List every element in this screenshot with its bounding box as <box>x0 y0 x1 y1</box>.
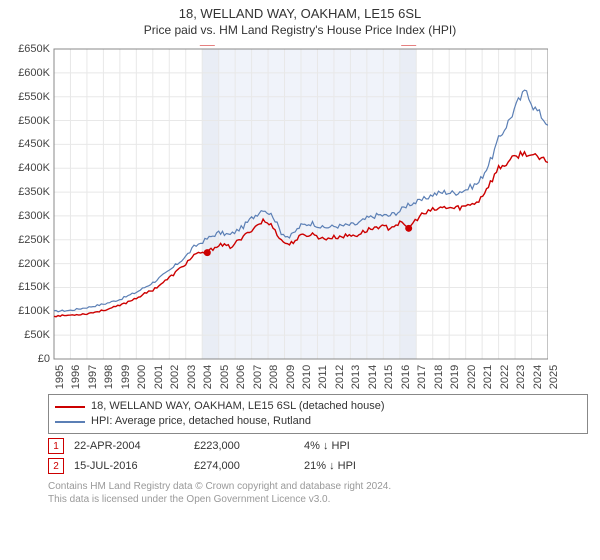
chart-svg: 12 <box>8 45 548 385</box>
x-tick-label: 2025 <box>548 365 560 389</box>
x-tick-label: 2000 <box>136 365 148 389</box>
sale-marker-icon: 2 <box>48 458 64 474</box>
x-tick-label: 1996 <box>70 365 82 389</box>
x-tick-label: 2011 <box>317 365 329 389</box>
x-tick-label: 2010 <box>301 365 313 389</box>
y-tick-label: £350K <box>8 186 50 198</box>
y-tick-label: £150K <box>8 281 50 293</box>
legend-swatch <box>55 421 85 423</box>
page-title: 18, WELLAND WAY, OAKHAM, LE15 6SL <box>0 0 600 21</box>
page-subtitle: Price paid vs. HM Land Registry's House … <box>0 23 600 37</box>
x-tick-label: 2003 <box>186 365 198 389</box>
y-tick-label: £50K <box>8 329 50 341</box>
sale-price: £223,000 <box>194 440 304 452</box>
x-tick-label: 2006 <box>235 365 247 389</box>
x-tick-label: 2022 <box>499 365 511 389</box>
sale-date: 15-JUL-2016 <box>74 460 194 472</box>
x-tick-label: 1999 <box>120 365 132 389</box>
legend-item-price-paid: 18, WELLAND WAY, OAKHAM, LE15 6SL (detac… <box>55 399 581 414</box>
footnote: Contains HM Land Registry data © Crown c… <box>48 480 588 506</box>
y-tick-label: £550K <box>8 91 50 103</box>
y-tick-label: £100K <box>8 305 50 317</box>
y-tick-label: £400K <box>8 162 50 174</box>
x-tick-label: 2015 <box>383 365 395 389</box>
sale-marker-icon: 1 <box>48 438 64 454</box>
y-tick-label: £200K <box>8 258 50 270</box>
price-chart: 12 £0 £50K £100K £150K £200K £250K £300K £350K £… <box>8 45 592 390</box>
sale-date: 22-APR-2004 <box>74 440 194 452</box>
x-tick-label: 2019 <box>449 365 461 389</box>
legend-label: 18, WELLAND WAY, OAKHAM, LE15 6SL (detac… <box>91 399 384 414</box>
y-tick-label: £300K <box>8 210 50 222</box>
legend-item-hpi: HPI: Average price, detached house, Rutl… <box>55 414 581 429</box>
x-tick-label: 2021 <box>482 365 494 389</box>
x-tick-label: 2001 <box>153 365 165 389</box>
x-tick-label: 2014 <box>367 365 379 389</box>
x-tick-label: 2016 <box>400 365 412 389</box>
sale-row: 2 15-JUL-2016£274,00021% ↓ HPI <box>48 458 600 474</box>
y-tick-label: £600K <box>8 67 50 79</box>
y-tick-label: £250K <box>8 234 50 246</box>
x-tick-label: 1995 <box>54 365 66 389</box>
legend: 18, WELLAND WAY, OAKHAM, LE15 6SL (detac… <box>48 394 588 434</box>
legend-swatch <box>55 406 85 408</box>
x-tick-label: 2009 <box>285 365 297 389</box>
sale-row: 1 22-APR-2004£223,0004% ↓ HPI <box>48 438 600 454</box>
x-tick-label: 1997 <box>87 365 99 389</box>
legend-label: HPI: Average price, detached house, Rutl… <box>91 414 311 429</box>
x-tick-label: 2002 <box>169 365 181 389</box>
y-tick-label: £450K <box>8 138 50 150</box>
x-tick-label: 2012 <box>334 365 346 389</box>
x-tick-label: 2007 <box>252 365 264 389</box>
y-tick-label: £650K <box>8 43 50 55</box>
sale-price: £274,000 <box>194 460 304 472</box>
x-tick-label: 2005 <box>219 365 231 389</box>
sale-hpi-diff: 4% ↓ HPI <box>304 440 424 452</box>
y-tick-label: £0 <box>8 353 50 365</box>
x-tick-label: 1998 <box>103 365 115 389</box>
x-tick-label: 2017 <box>416 365 428 389</box>
x-tick-label: 2004 <box>202 365 214 389</box>
x-tick-label: 2020 <box>466 365 478 389</box>
y-tick-label: £500K <box>8 115 50 127</box>
x-tick-label: 2018 <box>433 365 445 389</box>
x-tick-label: 2008 <box>268 365 280 389</box>
x-tick-label: 2023 <box>515 365 527 389</box>
footnote-line: This data is licensed under the Open Gov… <box>48 493 588 506</box>
footnote-line: Contains HM Land Registry data © Crown c… <box>48 480 588 493</box>
sale-hpi-diff: 21% ↓ HPI <box>304 460 424 472</box>
x-tick-label: 2013 <box>350 365 362 389</box>
x-tick-label: 2024 <box>532 365 544 389</box>
